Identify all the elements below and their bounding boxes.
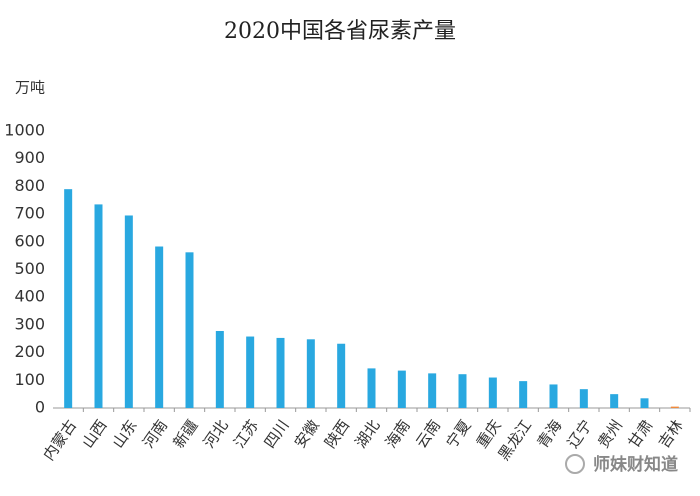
bar	[488, 377, 497, 408]
bar	[124, 215, 133, 408]
bar	[367, 368, 376, 408]
y-tick-label: 500	[14, 259, 45, 278]
y-tick-label: 700	[14, 204, 45, 223]
bar	[94, 204, 103, 408]
bar	[397, 370, 406, 408]
x-tick-label: 山西	[79, 417, 111, 452]
bar	[458, 374, 467, 408]
y-tick-label: 100	[14, 370, 45, 389]
y-tick-label: 900	[14, 148, 45, 167]
x-tick-label: 内蒙古	[40, 417, 81, 464]
x-tick-label: 新疆	[170, 417, 202, 452]
y-axis-label: 万吨	[15, 79, 45, 97]
x-tick-label: 江苏	[230, 417, 262, 452]
bar	[246, 336, 255, 408]
x-tick-label: 山东	[109, 417, 141, 452]
x-tick-label: 吉林	[655, 417, 687, 452]
bar	[428, 373, 437, 408]
x-tick-label: 宁夏	[443, 417, 475, 452]
bar	[640, 398, 649, 408]
bar	[670, 406, 679, 408]
bar	[610, 394, 619, 408]
x-tick-label: 黑龙江	[495, 417, 536, 464]
bar	[549, 384, 558, 408]
bar	[337, 343, 346, 408]
y-tick-label: 200	[14, 342, 45, 361]
x-tick-label: 云南	[412, 417, 444, 452]
y-tick-label: 300	[14, 314, 45, 333]
bar	[64, 189, 73, 408]
watermark-icon	[565, 454, 585, 474]
bar	[276, 337, 285, 408]
x-tick-label: 湖北	[352, 417, 384, 452]
y-tick-label: 400	[14, 287, 45, 306]
bar	[519, 381, 528, 408]
x-tick-label: 贵州	[594, 417, 626, 452]
y-tick-label: 1000	[4, 121, 45, 140]
chart-title: 2020中国各省尿素产量	[224, 19, 456, 44]
x-tick-label: 河南	[139, 417, 171, 452]
y-tick-label: 800	[14, 176, 45, 195]
watermark: 师妹财知道	[593, 454, 678, 475]
x-tick-label: 四川	[261, 417, 293, 452]
bar	[306, 339, 315, 408]
y-tick-label: 600	[14, 231, 45, 250]
x-tick-label: 陕西	[321, 417, 353, 452]
x-tick-label: 河北	[200, 417, 232, 452]
bar	[579, 389, 588, 408]
bar	[155, 246, 164, 408]
x-tick-label: 甘肃	[625, 417, 657, 452]
x-tick-label: 安徽	[291, 417, 323, 452]
bar	[215, 330, 224, 408]
x-tick-label: 海南	[382, 417, 414, 452]
x-tick-label: 辽宁	[564, 417, 596, 452]
x-tick-label: 青海	[534, 417, 566, 452]
y-tick-label: 0	[35, 398, 45, 417]
bar	[185, 252, 194, 408]
